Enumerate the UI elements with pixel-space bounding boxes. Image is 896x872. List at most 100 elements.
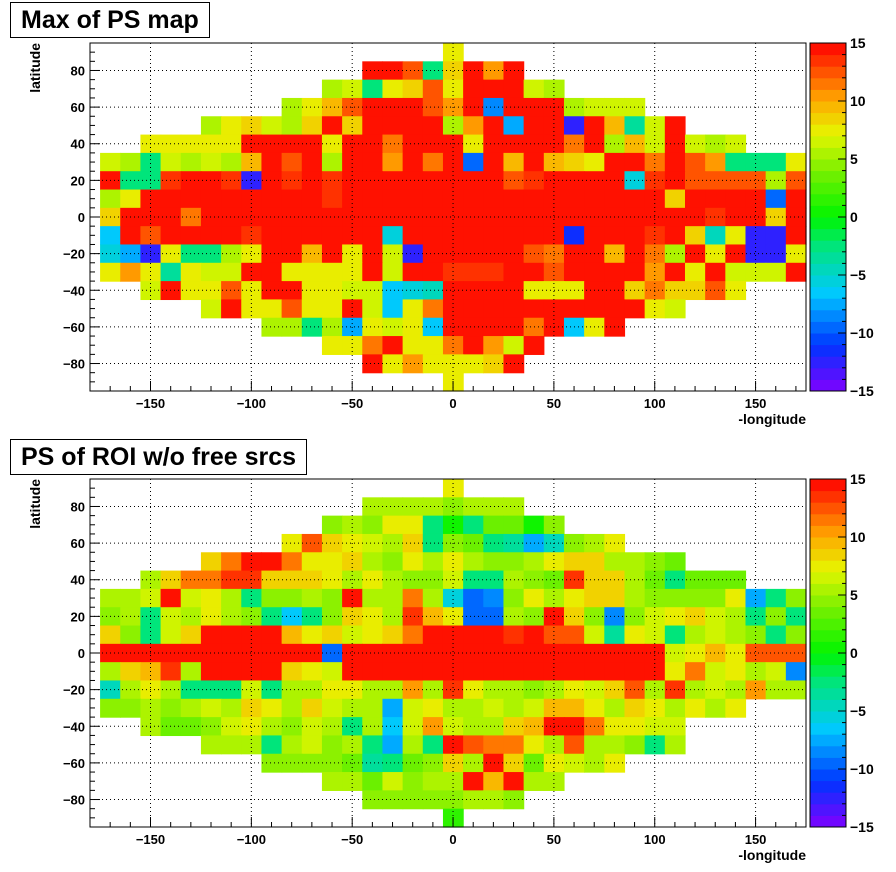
heatmap-cell — [543, 698, 565, 718]
heatmap-cell — [100, 625, 121, 645]
heatmap-cell — [120, 152, 142, 172]
heatmap-cell — [584, 588, 605, 608]
heatmap-cell — [483, 753, 505, 773]
heatmap-cell — [402, 152, 424, 172]
heatmap-cell — [200, 134, 222, 154]
heatmap-cell — [442, 281, 464, 301]
heatmap-cell — [362, 262, 384, 282]
heatmap-cell — [402, 643, 424, 663]
heatmap-cell — [301, 116, 323, 136]
heatmap-cell — [321, 207, 343, 227]
heatmap-cell — [463, 354, 484, 374]
heatmap-cell — [523, 299, 545, 319]
heatmap-cell — [120, 262, 142, 282]
heatmap-cell — [221, 735, 242, 755]
heatmap-cell — [241, 207, 263, 227]
heatmap-cell — [382, 570, 404, 590]
heatmap-cell — [543, 772, 565, 791]
heatmap-cell — [705, 262, 726, 282]
heatmap-cell — [180, 570, 202, 590]
heatmap-cell — [281, 533, 303, 553]
heatmap-cell — [483, 134, 505, 154]
heatmap-cell — [200, 588, 222, 608]
heatmap-cell — [422, 336, 444, 355]
heatmap-cell — [463, 607, 484, 627]
heatmap-cell — [483, 171, 505, 191]
heatmap-cell — [503, 317, 525, 337]
heatmap-cell — [523, 772, 545, 791]
heatmap-cell — [362, 643, 384, 663]
heatmap-cell — [321, 262, 343, 282]
heatmap-cell — [402, 497, 424, 517]
heatmap-cell — [382, 61, 404, 81]
heatmap-cell — [664, 680, 686, 700]
heatmap-cell — [281, 152, 303, 172]
colorbar-band — [810, 309, 846, 322]
heatmap-cell — [140, 262, 162, 282]
heatmap-cell — [321, 625, 343, 645]
heatmap-cell — [321, 772, 343, 791]
heatmap-cell — [705, 152, 726, 172]
heatmap-cell — [705, 570, 726, 590]
x-tick-label: 150 — [745, 832, 767, 847]
y-axis: −80 −60 −40 −20 0 20 40 60 80 latitude — [27, 42, 100, 392]
heatmap-cell — [402, 570, 424, 590]
heatmap-cell — [442, 552, 464, 572]
heatmap-cell — [765, 607, 787, 627]
colorbar-band — [810, 780, 846, 793]
heatmap-cell — [664, 244, 686, 264]
heatmap-cell — [281, 607, 303, 627]
heatmap-cell — [725, 244, 747, 264]
heatmap-cell — [442, 171, 464, 191]
heatmap-cell — [180, 698, 202, 718]
colorbar-band — [810, 734, 846, 747]
heatmap-cell — [402, 244, 424, 264]
heatmap-cell — [180, 717, 202, 737]
heatmap-cell — [463, 97, 484, 117]
heatmap-cell — [180, 662, 202, 682]
heatmap-cell — [604, 189, 626, 209]
heatmap-cell — [100, 662, 121, 682]
heatmap-cell — [301, 299, 323, 319]
colorbar-band — [810, 687, 846, 700]
heatmap-cell — [321, 570, 343, 590]
heatmap-cell — [321, 79, 343, 99]
heatmap-cell — [200, 625, 222, 645]
colorbar-band — [810, 618, 846, 631]
heatmap-cell — [463, 61, 484, 81]
colorbar-band — [810, 595, 846, 608]
heatmap-cell — [321, 226, 343, 246]
heatmap-cell — [281, 735, 303, 755]
heatmap-cell — [221, 588, 242, 608]
colorbar-band — [810, 769, 846, 782]
heatmap-cell — [321, 552, 343, 572]
colorbar-tick-label: 0 — [850, 209, 858, 225]
heatmap-cell — [422, 790, 444, 810]
heatmap-cell — [765, 226, 787, 246]
heatmap-cell — [725, 171, 747, 191]
colorbar-band — [810, 240, 846, 253]
heatmap-cell — [241, 189, 263, 209]
heatmap-cell — [644, 189, 666, 209]
heatmap-cell — [160, 262, 182, 282]
heatmap-cell — [725, 226, 747, 246]
heatmap-cell — [785, 588, 807, 608]
heatmap-cell — [765, 680, 787, 700]
heatmap-cell — [563, 552, 585, 572]
heatmap-cell — [402, 171, 424, 191]
heatmap-cell — [402, 299, 424, 319]
heatmap-cell — [180, 244, 202, 264]
colorbar-band — [810, 745, 846, 758]
colorbar-band — [810, 792, 846, 805]
colorbar-band — [810, 159, 846, 172]
heatmap-cell — [483, 354, 505, 374]
heatmap-cell — [563, 698, 585, 718]
heatmap-cell — [684, 207, 706, 227]
heatmap-cell — [402, 515, 424, 535]
colorbar-band — [810, 513, 846, 526]
heatmap-cell — [321, 299, 343, 319]
heatmap-cell — [422, 262, 444, 282]
heatmap-cell — [261, 552, 283, 572]
y-tick-label: −20 — [63, 683, 85, 698]
heatmap-cell — [503, 61, 525, 81]
